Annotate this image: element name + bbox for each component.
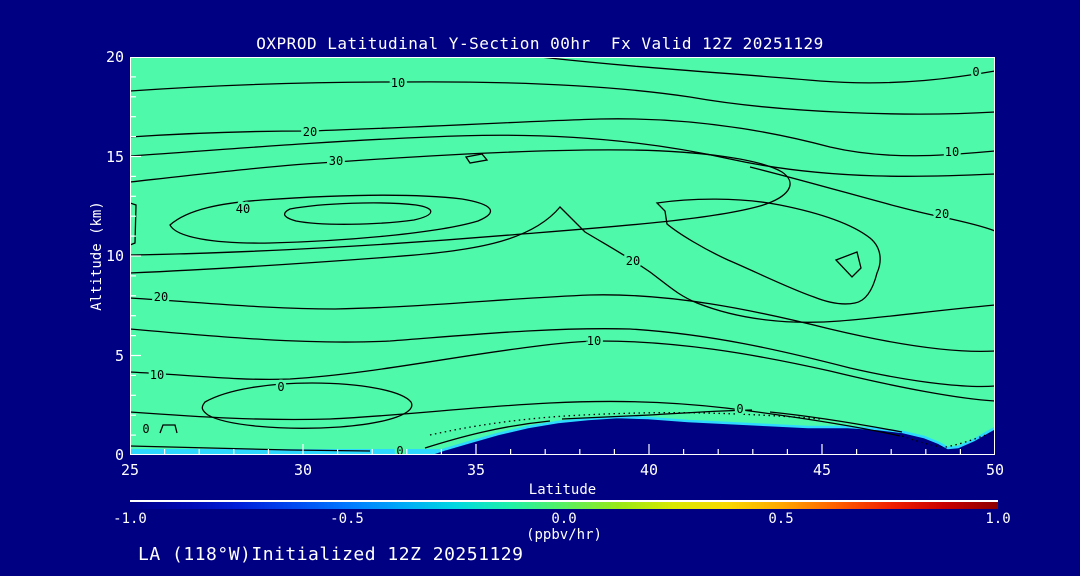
contour-label: 0 — [142, 422, 149, 436]
colorbar-tick-label: 0.5 — [768, 511, 794, 527]
contour-label: 20 — [935, 207, 949, 221]
x-tick-label: 25 — [120, 461, 140, 479]
y-tick-label: 10 — [105, 247, 124, 265]
colorbar — [130, 500, 998, 509]
positive-field-fill — [130, 57, 995, 455]
contour-plot: 0 10 20 30 10 20 40 20 20 10 10 0 0 0 0 — [130, 57, 995, 455]
chart-title: OXPROD Latitudinal Y-Section 00hr Fx Val… — [256, 34, 824, 53]
contour-lines — [130, 57, 995, 452]
contour-label: 10 — [150, 368, 164, 382]
contour-label: 20 — [154, 290, 168, 304]
y-tick-label: 5 — [114, 346, 124, 365]
init-info-text: LA (118°W)Initialized 12Z 20251129 — [138, 544, 524, 565]
contour-label: 0 — [277, 380, 284, 394]
x-tick-label: 50 — [985, 461, 1005, 479]
contour-label: 0 — [972, 65, 979, 79]
y-tick-label: 20 — [105, 48, 124, 66]
contour-label: 0 — [396, 444, 403, 455]
contour-label: 0 — [736, 402, 743, 416]
contour-label: 10 — [391, 76, 405, 90]
x-tick-label: 35 — [466, 461, 486, 479]
y-tick-label: 15 — [105, 147, 124, 166]
colorbar-tick-label: 0.0 — [551, 511, 577, 527]
contour-label: 10 — [587, 334, 601, 348]
colorbar-tick-label: -1.0 — [113, 511, 147, 527]
negative-region-fringe — [427, 415, 995, 455]
negative-region-fill — [428, 417, 995, 455]
colorbar-tick-label: 1.0 — [985, 511, 1011, 527]
x-tick-label: 30 — [293, 461, 313, 479]
contour-label: 10 — [945, 145, 959, 159]
colorbar-tick-label: -0.5 — [330, 511, 364, 527]
contour-label: 20 — [626, 254, 640, 268]
x-tick-label: 45 — [812, 461, 832, 479]
contour-value-labels: 0 10 20 30 10 20 40 20 20 10 10 0 0 0 0 — [140, 63, 982, 456]
contour-label: 30 — [329, 154, 343, 168]
plot-frame — [130, 57, 995, 455]
y-tick-label: 0 — [114, 446, 124, 464]
x-axis-title: Latitude — [528, 482, 597, 498]
contour-label: 20 — [303, 125, 317, 139]
plot-area: 0 10 20 30 10 20 40 20 20 10 10 0 0 0 0 — [130, 57, 995, 455]
colorbar-units-label: (ppbv/hr) — [526, 527, 602, 543]
x-tick-label: 40 — [639, 461, 659, 479]
axis-tick-marks — [130, 57, 995, 455]
contour-label: 40 — [236, 202, 250, 216]
